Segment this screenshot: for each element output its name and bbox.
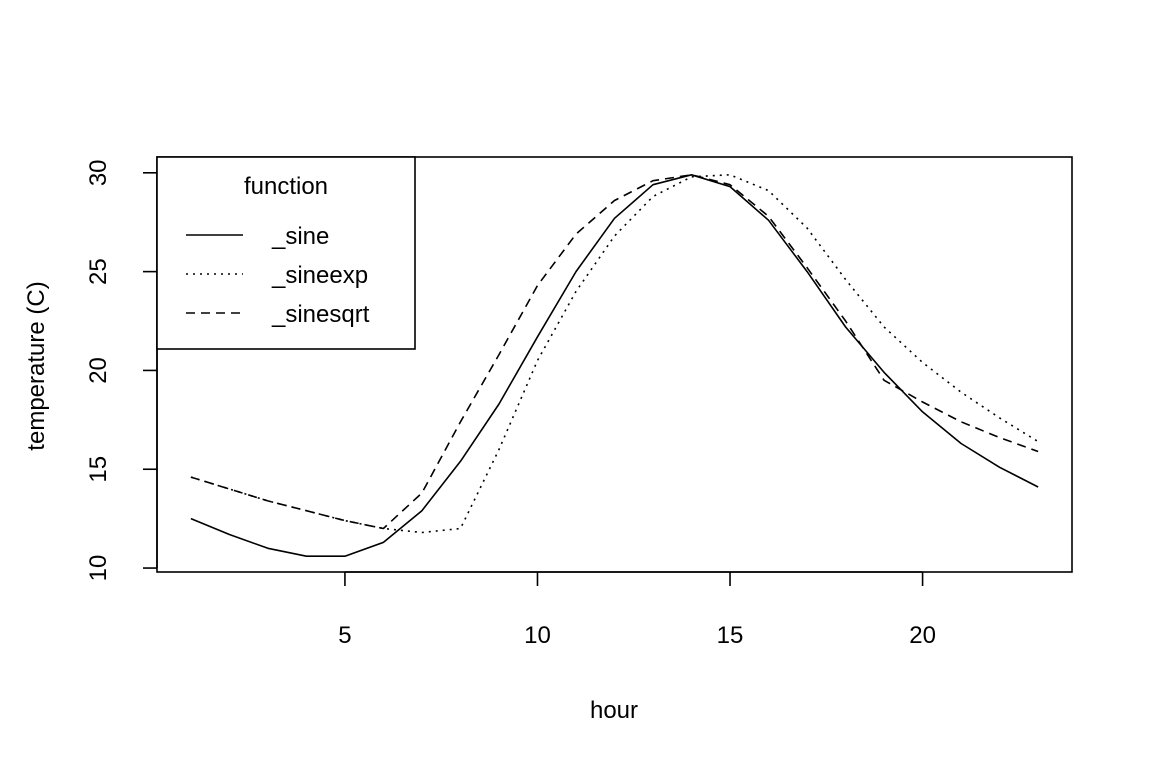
y-tick-label: 30	[85, 159, 112, 186]
x-tick-label: 5	[338, 622, 351, 649]
x-tick-label: 20	[909, 622, 936, 649]
legend-label-sineexp: _sineexp	[271, 262, 368, 289]
x-axis-title: hour	[590, 697, 638, 724]
x-tick-label: 10	[524, 622, 551, 649]
y-axis: 10 15 20 25 30	[85, 159, 158, 582]
legend-entries: _sine _sineexp _sinesqrt	[186, 223, 370, 328]
series-line-sinesqrt	[190, 174, 1039, 530]
series-layer	[190, 174, 1039, 558]
x-axis: 5 10 15 20	[338, 571, 936, 649]
legend-box	[156, 156, 416, 350]
y-tick-label: 10	[85, 555, 112, 582]
series-line-sine	[190, 174, 1039, 558]
legend-label-sinesqrt: _sinesqrt	[271, 301, 370, 328]
legend: function _sine _sineexp _sinesqrt	[156, 156, 416, 350]
legend-label-sine: _sine	[271, 223, 329, 250]
y-tick-label: 20	[85, 357, 112, 384]
y-tick-label: 25	[85, 258, 112, 285]
y-tick-label: 15	[85, 456, 112, 483]
x-tick-label: 15	[717, 622, 744, 649]
y-axis-title: temperature (C)	[23, 281, 50, 450]
legend-title: function	[244, 173, 328, 200]
